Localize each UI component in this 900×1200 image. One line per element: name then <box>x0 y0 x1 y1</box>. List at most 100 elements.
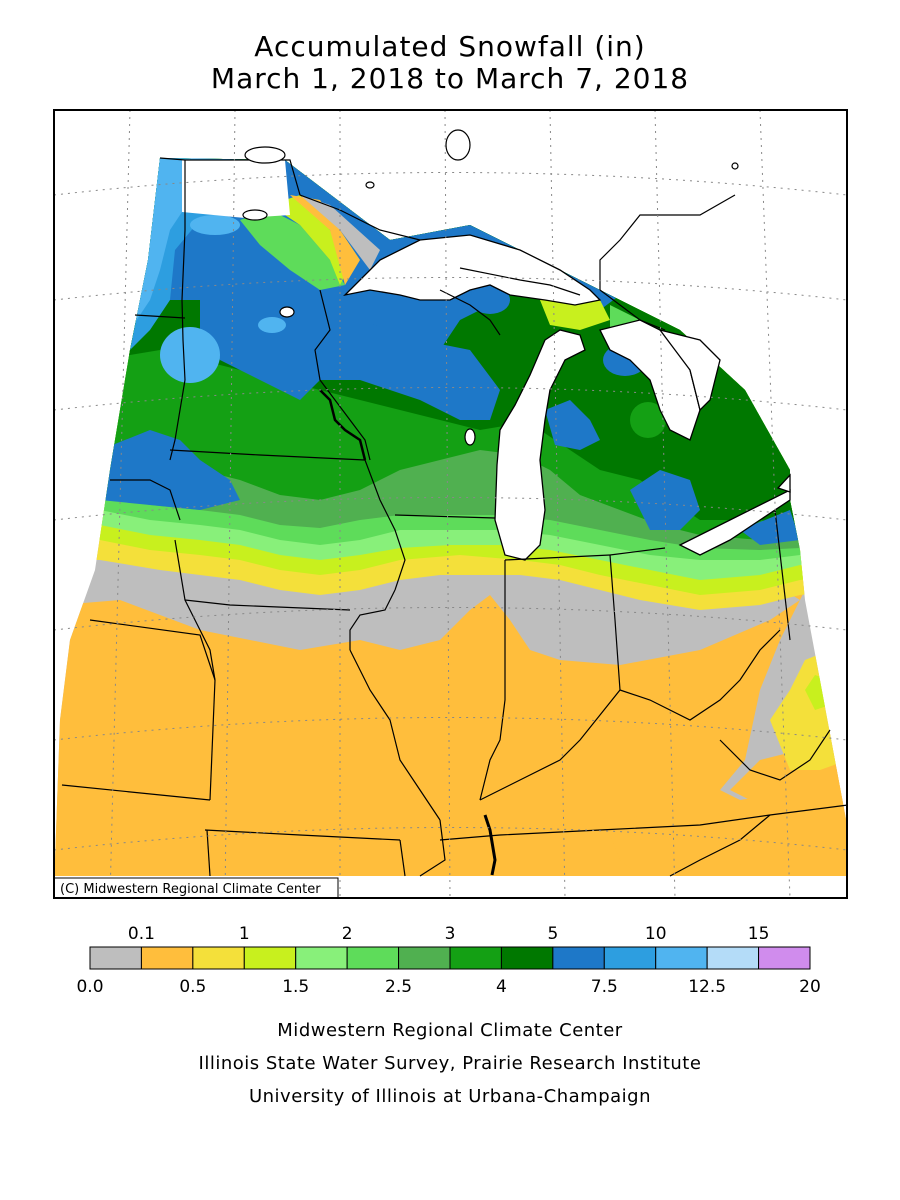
map-subtitle: March 1, 2018 to March 7, 2018 <box>210 62 690 95</box>
color-legend: 0.1 1 2 3 5 10 15 0.0 0.5 1.5 2.5 4 7.5 12.5 20 <box>76 924 820 997</box>
border-mn-wi <box>314 289 371 461</box>
orange-patch-tennessee <box>608 815 745 876</box>
blue-zone-west <box>100 430 240 510</box>
legend-bottom-label: 0.5 <box>179 977 206 997</box>
legend-swatch-9 <box>552 946 605 970</box>
lake-erie <box>678 488 791 556</box>
border-il-in <box>479 560 506 801</box>
legend-swatch-5 <box>346 946 400 970</box>
legend-swatch-4 <box>295 946 348 970</box>
small-lake-2 <box>464 428 476 446</box>
border-mi-oh <box>609 547 666 556</box>
copyright-text: (C) Midwestern Regional Climate Center <box>60 882 321 897</box>
lake-of-woods <box>244 146 286 164</box>
credit-isws: Illinois State Water Survey, Prairie Res… <box>198 1053 702 1074</box>
legend-top-label: 1 <box>239 924 250 944</box>
border-tn-nc <box>669 814 771 877</box>
border-oh-pa <box>774 509 791 641</box>
green-patch-mich <box>630 402 666 438</box>
border-mn-ia <box>169 449 366 461</box>
small-lake-4 <box>731 162 739 170</box>
legend-swatch-11 <box>655 946 708 970</box>
legend-swatch-0 <box>89 946 142 970</box>
blue-zone-thumb <box>630 470 700 530</box>
green-coast-superior <box>240 210 345 290</box>
legend-top-label: 3 <box>445 924 456 944</box>
orange-patch-kentucky <box>578 680 718 740</box>
legend-swatch-12 <box>706 946 760 970</box>
light-blue-patch-dakota <box>160 327 220 383</box>
credit-uiuc: University of Illinois at Urbana-Champai… <box>248 1086 652 1107</box>
legend-swatch-7 <box>449 946 502 970</box>
border-sd-ne <box>110 479 181 521</box>
border-ia-wi <box>364 459 406 591</box>
border-in-mi <box>504 554 611 561</box>
lake-nipigon <box>445 129 471 161</box>
legend-bottom-label: 7.5 <box>591 977 618 997</box>
border-mo-tn <box>419 819 446 877</box>
border-wi-up <box>439 289 501 336</box>
border-ar-tn <box>399 839 406 877</box>
orange-patch-missouri <box>317 736 387 780</box>
legend-top-label: 0.1 <box>128 924 155 944</box>
legend-swatch-13 <box>758 946 811 970</box>
legend-bottom-label: 4 <box>496 977 507 997</box>
state-boundaries <box>61 157 847 877</box>
legend-bottom-label: 1.5 <box>282 977 309 997</box>
border-wi-il <box>394 514 496 519</box>
light-blue-patch-mn <box>258 317 286 333</box>
legend-top-label: 2 <box>342 924 353 944</box>
no-data-canada <box>182 160 290 218</box>
border-nd-sd <box>134 314 186 319</box>
blue-zone-michigan <box>545 400 600 450</box>
lime-coast-superior <box>270 195 350 285</box>
legend-swatch-1 <box>140 946 194 970</box>
border-ok-ar <box>206 829 211 877</box>
border-ne-ia <box>174 539 216 681</box>
orange-coast-superior <box>290 195 360 285</box>
legend-top-label: 10 <box>645 924 667 944</box>
islands <box>242 129 739 446</box>
border-on-east <box>599 194 736 290</box>
legend-top-label: 15 <box>748 924 770 944</box>
lake-huron-georgian <box>658 328 721 412</box>
light-blue-patch-nd <box>190 215 240 235</box>
border-sd-mn <box>169 379 186 461</box>
border-ia-il <box>349 589 396 650</box>
map-title: Accumulated Snowfall (in) <box>254 30 646 63</box>
small-lake-3 <box>365 181 375 189</box>
credit-mrcc: Midwestern Regional Climate Center <box>277 1020 623 1041</box>
map-frame <box>53 109 848 899</box>
lake-ontario <box>776 473 791 493</box>
legend-bottom-label: 0.0 <box>76 977 103 997</box>
gray-tip-superior <box>300 195 380 270</box>
blue-zone-up <box>470 286 510 314</box>
small-lake-1 <box>279 306 295 318</box>
blue-zone-minnesota <box>200 230 500 420</box>
legend-swatch-8 <box>500 946 554 970</box>
legend-swatch-10 <box>603 946 657 970</box>
kentucky-lake <box>483 814 497 876</box>
border-ks-ok <box>61 784 211 801</box>
isle-royale <box>242 209 268 221</box>
border-mi-up <box>459 267 581 296</box>
border-in-oh <box>609 554 621 691</box>
legend-top-label: 5 <box>547 924 558 944</box>
border-ia-mo <box>184 599 351 611</box>
border-ne-ks <box>89 619 216 681</box>
border-ky-wv <box>719 729 831 781</box>
border-ks-mo <box>209 679 216 801</box>
graticule <box>54 110 847 898</box>
border-ohio-river <box>479 629 781 801</box>
legend-swatch-2 <box>192 946 245 970</box>
legend-bottom-label: 12.5 <box>688 977 726 997</box>
border-nd-mn <box>181 160 186 381</box>
legend-bottom-label: 20 <box>799 977 821 997</box>
legend-bottom-label: 2.5 <box>385 977 412 997</box>
legend-swatch-3 <box>243 946 297 970</box>
border-mo-ar <box>204 829 401 841</box>
border-mo-il <box>349 649 441 821</box>
blue-zone-ohio-erie <box>740 510 800 545</box>
border-mi-on <box>599 289 666 331</box>
